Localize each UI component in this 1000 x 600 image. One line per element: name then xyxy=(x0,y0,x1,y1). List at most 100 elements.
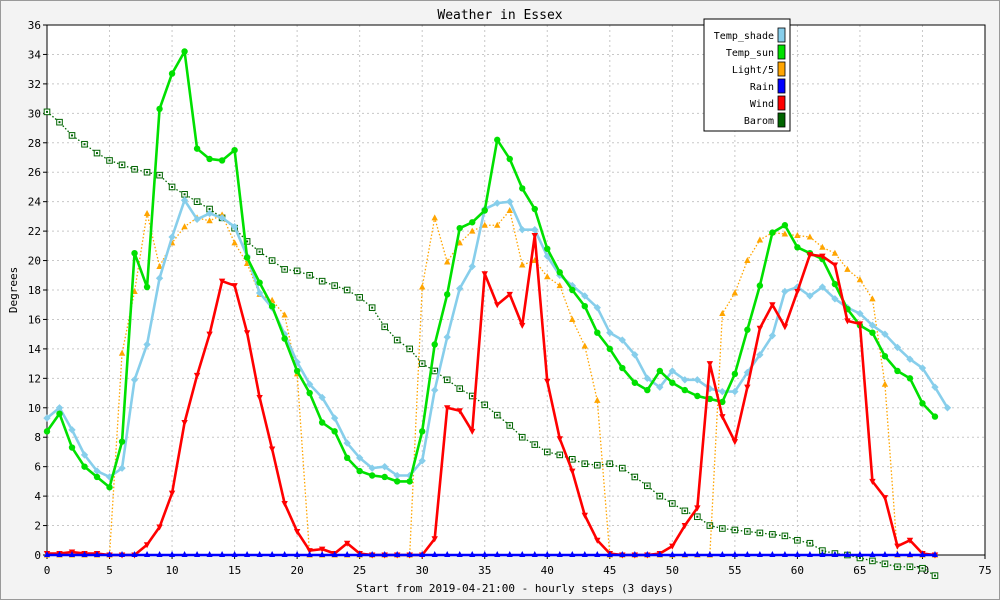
data-point xyxy=(869,478,876,485)
legend-swatch xyxy=(777,61,786,77)
data-point-core xyxy=(308,274,311,277)
y-axis-label: Degrees xyxy=(7,267,20,313)
x-tick-label: 50 xyxy=(666,564,679,577)
data-point-core xyxy=(146,171,149,174)
data-point xyxy=(281,551,288,557)
data-point xyxy=(355,454,364,462)
data-point xyxy=(294,551,301,557)
data-point xyxy=(131,249,138,257)
data-point xyxy=(868,321,877,330)
data-point xyxy=(306,551,313,557)
data-point xyxy=(931,413,939,420)
data-point-core xyxy=(908,565,911,568)
data-point xyxy=(669,551,676,557)
data-point xyxy=(518,225,526,234)
data-point-core xyxy=(533,443,536,446)
data-point xyxy=(168,490,176,497)
data-point xyxy=(93,467,101,475)
data-point xyxy=(181,223,188,230)
data-point xyxy=(744,551,751,557)
data-point xyxy=(644,386,651,394)
data-point xyxy=(456,224,463,232)
data-point-core xyxy=(396,339,399,342)
data-point-core xyxy=(421,362,424,365)
data-point xyxy=(130,376,139,384)
data-point-core xyxy=(333,284,336,287)
data-point xyxy=(556,436,563,443)
data-point xyxy=(781,222,789,229)
data-point xyxy=(756,282,764,289)
data-point xyxy=(819,253,826,260)
data-point-core xyxy=(258,250,261,253)
data-point xyxy=(656,367,664,375)
data-point xyxy=(481,207,488,214)
data-point xyxy=(719,310,726,317)
x-tick-label: 10 xyxy=(165,564,178,577)
data-point xyxy=(806,252,814,259)
data-point xyxy=(744,384,751,391)
data-point xyxy=(206,217,213,224)
data-point xyxy=(919,400,926,407)
y-tick-label: 4 xyxy=(34,490,41,503)
data-point-core xyxy=(196,200,199,203)
data-point xyxy=(869,551,876,557)
data-point xyxy=(119,551,126,557)
data-point xyxy=(581,512,588,519)
data-point xyxy=(356,467,363,475)
data-point xyxy=(381,473,388,481)
y-tick-label: 24 xyxy=(28,196,42,209)
data-point xyxy=(419,283,426,290)
data-point xyxy=(531,225,539,234)
data-point xyxy=(156,551,163,557)
data-point xyxy=(293,367,301,375)
data-point xyxy=(231,283,238,290)
data-point xyxy=(744,326,751,333)
data-point-core xyxy=(708,524,711,527)
data-point xyxy=(456,284,464,293)
data-point xyxy=(131,551,138,557)
data-point xyxy=(169,551,176,557)
data-point xyxy=(56,410,63,417)
data-point xyxy=(206,551,213,557)
data-point xyxy=(631,379,639,386)
data-point xyxy=(494,551,501,557)
data-point xyxy=(556,282,563,289)
data-point xyxy=(218,157,226,164)
data-point xyxy=(668,367,677,375)
data-point-core xyxy=(46,110,48,113)
data-point xyxy=(231,551,238,557)
data-point xyxy=(731,551,738,557)
data-point xyxy=(619,364,626,372)
data-point xyxy=(431,536,438,543)
data-point xyxy=(844,265,851,272)
data-point xyxy=(343,540,351,547)
data-point xyxy=(256,279,263,286)
data-point xyxy=(693,376,702,384)
data-point xyxy=(406,478,413,485)
data-point xyxy=(706,395,714,403)
data-point-core xyxy=(96,152,99,155)
data-point-core xyxy=(808,542,811,545)
y-tick-label: 16 xyxy=(28,313,41,326)
data-point-core xyxy=(121,163,124,166)
data-point-core xyxy=(71,134,74,137)
data-point-core xyxy=(608,462,611,465)
data-point xyxy=(506,291,513,298)
data-point-core xyxy=(583,462,586,465)
y-tick-label: 6 xyxy=(34,461,41,474)
data-point-core xyxy=(108,159,111,162)
data-point-core xyxy=(896,565,899,568)
data-point-core xyxy=(271,259,274,262)
series-line xyxy=(47,234,936,557)
y-tick-label: 14 xyxy=(28,343,42,356)
data-point xyxy=(431,386,439,394)
x-tick-label: 35 xyxy=(478,564,491,577)
y-tick-label: 36 xyxy=(28,19,41,32)
data-point xyxy=(606,345,613,353)
data-point-core xyxy=(721,527,724,530)
data-point xyxy=(281,500,288,507)
data-point xyxy=(531,233,538,240)
x-tick-label: 15 xyxy=(228,564,241,577)
data-point xyxy=(431,214,438,221)
data-point xyxy=(831,280,839,288)
